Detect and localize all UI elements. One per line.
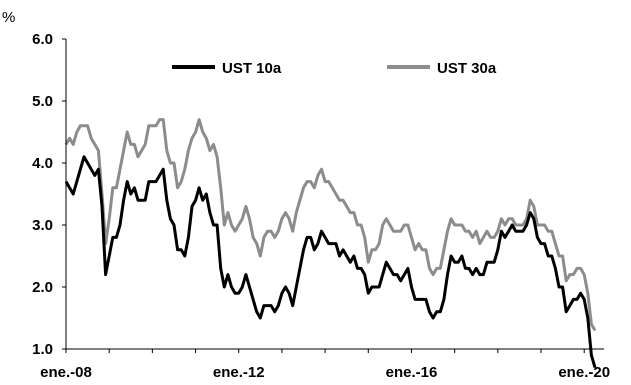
- series-line-ust-30a: [64, 118, 597, 332]
- y-tick-label: 3.0: [32, 217, 53, 234]
- x-tick-label: ene.-16: [386, 364, 438, 381]
- y-tick-label: 6.0: [32, 31, 53, 48]
- axes: [65, 39, 604, 350]
- x-tick-label: ene.-08: [40, 364, 92, 381]
- y-tick-label: 2.0: [32, 279, 53, 296]
- y-tick-group: 1.0 2.0 3.0 4.0 5.0 6.0: [32, 31, 66, 358]
- legend-label-ust-10a: UST 10a: [222, 60, 282, 77]
- y-tick-label: 1.0: [32, 341, 53, 358]
- y-tick-label: 4.0: [32, 155, 53, 172]
- legend: UST 10a UST 30a: [172, 60, 497, 77]
- y-unit-label: %: [2, 9, 15, 26]
- x-tick-label: ene.-20: [558, 364, 610, 381]
- x-tick-label: ene.-12: [213, 364, 265, 381]
- series-line-ust-10a: [64, 155, 597, 369]
- y-tick-label: 5.0: [32, 93, 53, 110]
- x-tick-group: ene.-08 ene.-12 ene.-16 ene.-20: [40, 349, 610, 381]
- plot-area: [64, 118, 597, 369]
- legend-label-ust-30a: UST 30a: [437, 60, 497, 77]
